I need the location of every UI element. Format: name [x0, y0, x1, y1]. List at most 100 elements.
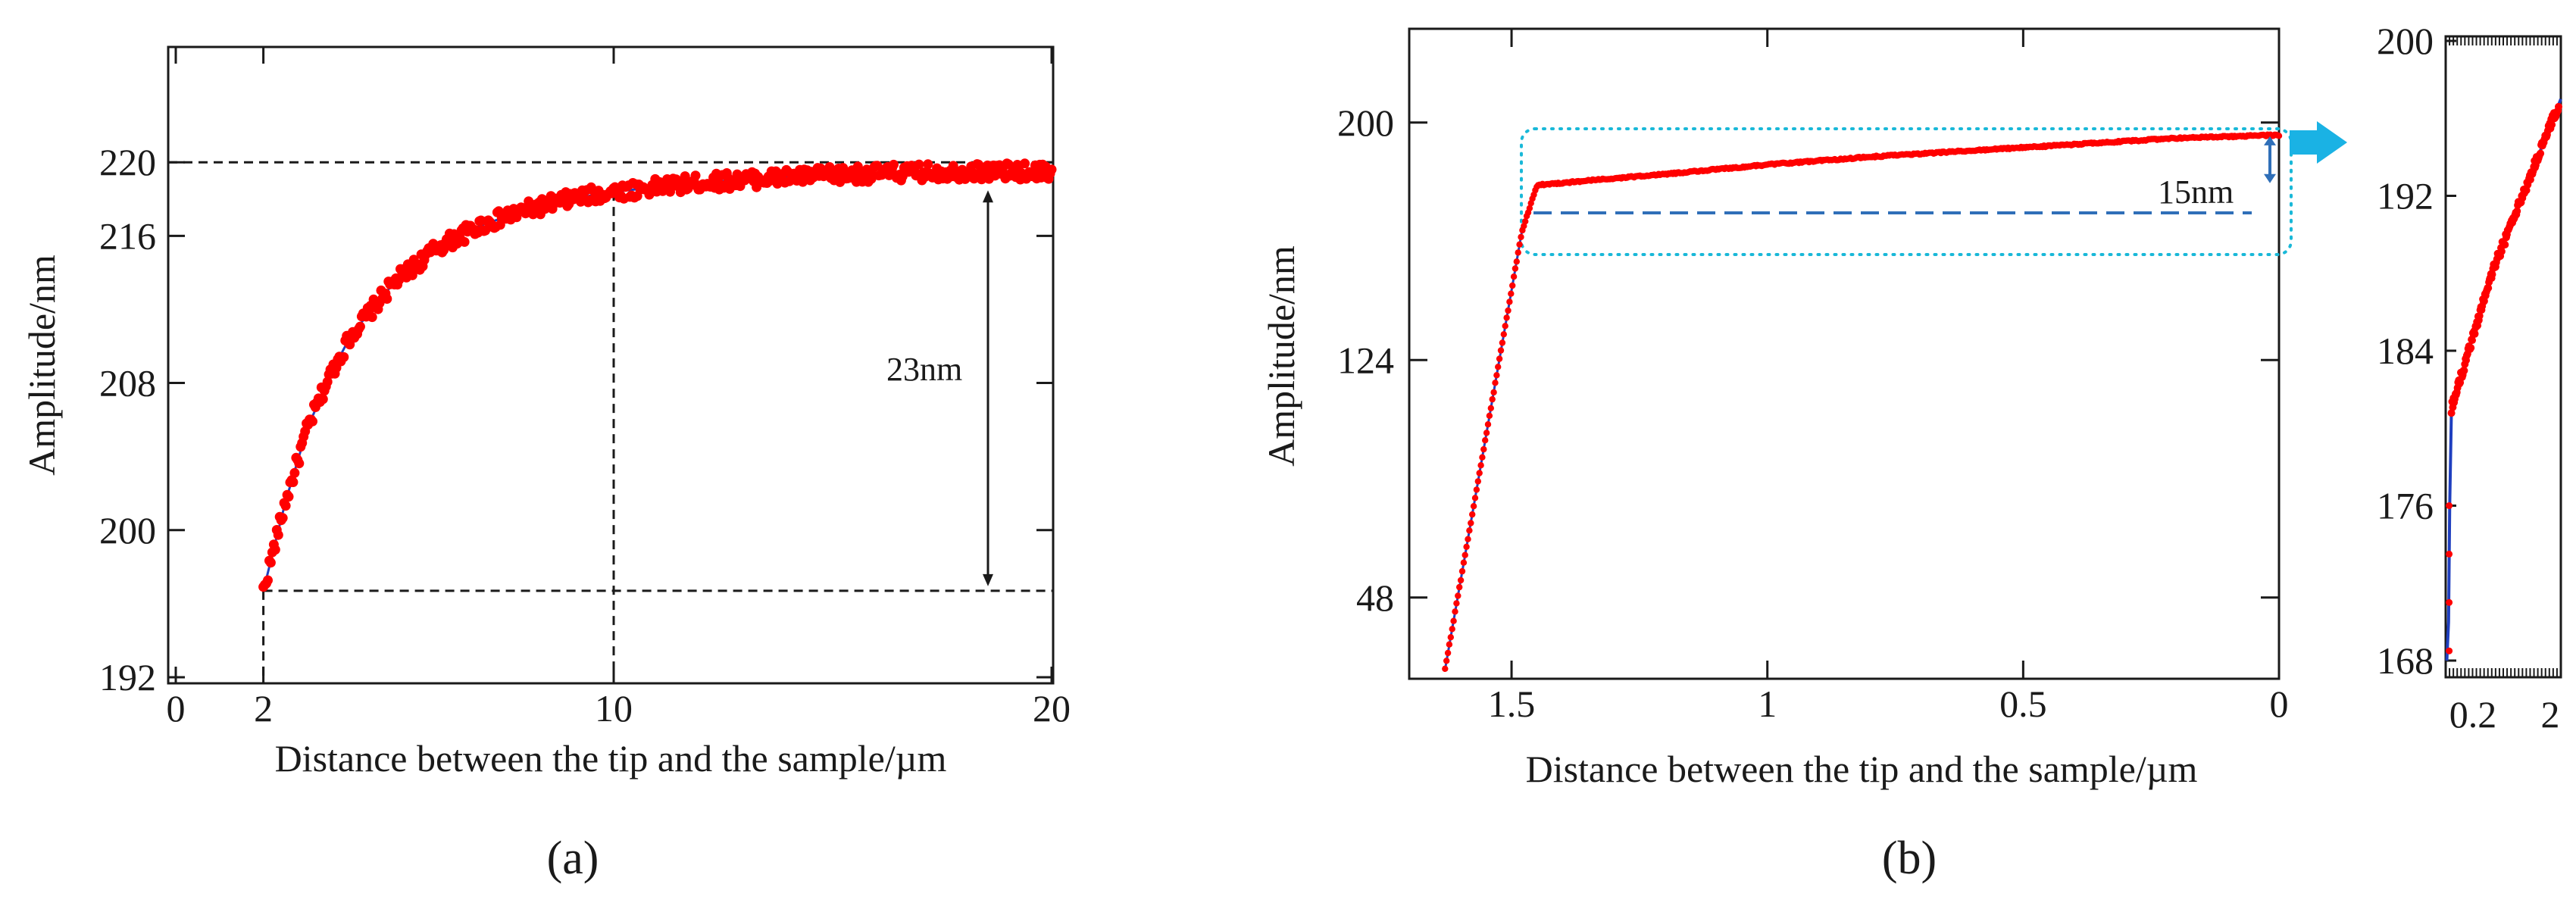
panel-b-point	[1509, 282, 1516, 289]
panel-b-point	[1442, 665, 1449, 672]
panel-b-inset: 168 176 184 192 200 0.2 2	[2377, 20, 2562, 736]
panel-a-y-tick-label: 220	[99, 141, 156, 183]
panel-b-point	[1444, 649, 1452, 657]
panel-b-y-tick-label: 48	[1356, 576, 1394, 619]
panel-b-point	[1518, 233, 1524, 241]
panel-b-point	[1508, 290, 1515, 297]
panel-a-point	[294, 458, 305, 469]
inset-x-tick-label: 2	[2541, 693, 2560, 736]
panel-b-point	[1505, 307, 1512, 314]
panel-b-point	[1515, 249, 1521, 256]
panel-a-ticks: 192 200 208 216 220 0 2 10 20	[99, 47, 1071, 730]
inset-point	[2460, 367, 2468, 375]
panel-a-point	[680, 171, 690, 182]
panel-b-point	[1473, 486, 1480, 493]
inset-x-tick-label: 0.2	[2449, 693, 2497, 736]
panel-a-point	[355, 321, 365, 332]
panel-b-annotation: 15nm	[2158, 173, 2234, 211]
panel-a-point	[263, 575, 273, 586]
inset-point	[2537, 149, 2545, 158]
panel-b-point	[1477, 462, 1484, 469]
panel-b-arrow-head-up	[2264, 136, 2276, 145]
panel-a-point	[1020, 158, 1030, 169]
inset-y-tick-label: 192	[2377, 175, 2434, 217]
panel-b-point	[1493, 372, 1500, 379]
panel-a-label: (a)	[547, 833, 599, 884]
panel-b-plot-frame	[1408, 27, 2281, 680]
panel-b-point	[1512, 265, 1519, 272]
inset-point	[2501, 241, 2509, 248]
inset-y-tick-label: 176	[2377, 485, 2434, 527]
panel-b-point	[1487, 405, 1495, 411]
panel-b-point	[1516, 241, 1523, 248]
panel-a-point	[923, 159, 933, 170]
panel-b-point	[1443, 658, 1450, 664]
panel-b-point	[1465, 536, 1471, 542]
panel-b-point	[1495, 364, 1502, 370]
panel-a-point	[382, 294, 392, 304]
panel-b-arrow-head-down	[2264, 173, 2276, 183]
inset-y-tick-label: 200	[2377, 20, 2434, 62]
panel-a-point	[1046, 164, 1057, 175]
panel-a-y-tick-label: 200	[99, 509, 156, 551]
panel-a-arrow-head-up	[983, 190, 993, 203]
panel-b-point	[1486, 412, 1493, 419]
panel-a-plot-frame	[167, 45, 1055, 685]
panel-a-point	[277, 513, 288, 523]
inset-point	[2471, 330, 2479, 338]
panel-b-underlying-curve	[1443, 133, 2280, 670]
panel-b-point	[1506, 298, 1513, 305]
panel-b-point	[1502, 323, 1508, 330]
panel-b-point	[1470, 503, 1477, 510]
panel-b-data-line	[1442, 131, 2283, 672]
panel-a-y-tick-label: 216	[99, 214, 156, 257]
panel-a-point	[289, 467, 300, 478]
panel-b-x-tick-label: 0	[2270, 683, 2289, 725]
panel-a-x-tick-label: 10	[595, 687, 633, 730]
panel-a-annotation: 23nm	[886, 351, 962, 388]
panel-b-y-axis-title: Amplitude/nm	[1260, 245, 1302, 467]
panel-a-x-tick-label: 20	[1033, 687, 1071, 730]
inset-point	[2468, 336, 2476, 345]
panel-b-point	[1513, 258, 1521, 265]
panel-a-23nm-arrow	[983, 190, 993, 586]
panel-b-point	[1453, 600, 1460, 607]
panel-a-point	[283, 492, 294, 502]
inset-point	[2497, 247, 2506, 255]
panel-a-x-tick-label: 0	[167, 687, 186, 730]
panel-a-y-axis-title: Amplitude/nm	[20, 255, 63, 476]
inset-point	[2446, 502, 2453, 509]
panel-b-point	[1526, 205, 1533, 212]
panel-b-label: (b)	[1882, 833, 1937, 884]
panel-a-point	[889, 159, 899, 170]
inset-point	[2447, 409, 2456, 417]
inset-y-tick-label: 184	[2377, 330, 2434, 372]
panel-a-point	[394, 275, 405, 286]
panel-b-point	[1457, 576, 1465, 584]
panel-b-point	[1452, 608, 1458, 615]
inset-point	[2475, 311, 2484, 320]
panel-b-y-tick-label: 200	[1337, 102, 1394, 144]
panel-b-x-tick-label: 0.5	[1999, 683, 2047, 725]
panel-b-15nm-arrow	[2264, 136, 2276, 183]
inset-point	[2513, 207, 2521, 215]
panel-b-x-tick-label: 1	[1758, 683, 1777, 725]
inset-point	[2548, 120, 2556, 129]
panel-b-zoom-arrow-icon	[2290, 121, 2347, 164]
panel-a-point	[322, 377, 333, 387]
panel-b-point	[1492, 380, 1499, 386]
panel-b-point	[1462, 551, 1468, 558]
panel-a-point	[914, 159, 924, 170]
panel-b-point	[1496, 355, 1503, 362]
panel-a-point	[459, 236, 470, 247]
panel-a-point	[288, 477, 299, 487]
panel-b-point	[1469, 511, 1476, 518]
panel-b-point	[1489, 395, 1496, 403]
panel-b-point	[1500, 331, 1508, 338]
panel-a-point	[265, 558, 276, 568]
inset-point	[2446, 550, 2453, 558]
panel-a-point	[339, 352, 349, 362]
panel-a-point	[308, 416, 317, 427]
panel-a-point	[280, 501, 291, 511]
panel-b-point	[1446, 641, 1453, 648]
